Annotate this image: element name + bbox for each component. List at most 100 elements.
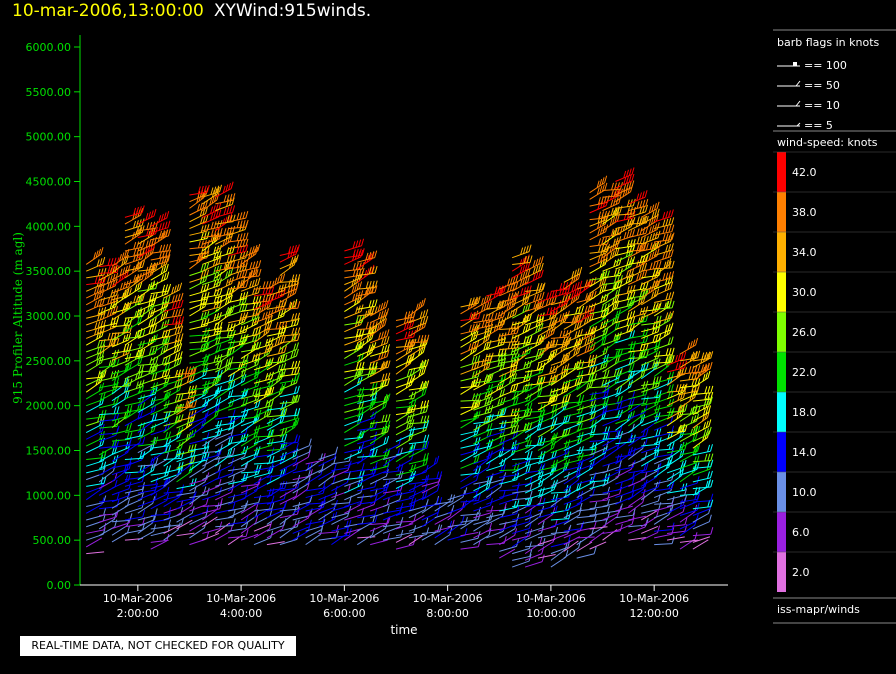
wind-barb (137, 262, 159, 272)
wind-barb (228, 295, 248, 310)
chart-title: 10-mar-2006,13:00:00 XYWind:915winds. (12, 1, 371, 23)
wind-barb (395, 523, 414, 530)
wind-barb (124, 225, 145, 239)
y-tick-label: 2500.00 (26, 355, 72, 368)
wind-barb (85, 537, 103, 548)
wind-barb (163, 484, 185, 494)
wind-barb (111, 362, 132, 375)
y-tick-label: 3500.00 (26, 265, 72, 278)
wind-barb (228, 529, 249, 539)
wind-barb (524, 256, 544, 272)
wind-barb (202, 264, 222, 279)
wind-barb (589, 486, 611, 496)
wind-barb (241, 464, 262, 474)
wind-barb (408, 534, 425, 546)
wind-barb (189, 214, 209, 230)
wind-barb (215, 214, 236, 225)
wind-barb (408, 309, 429, 324)
x-tick-date: 10-Mar-2006 (413, 592, 483, 605)
wind-barb (279, 417, 300, 431)
wind-barb (524, 487, 545, 501)
wind-barb (512, 255, 533, 265)
wind-barb (111, 301, 132, 314)
wind-barb (202, 251, 222, 265)
wind-barb (447, 528, 468, 541)
wind-barb (589, 210, 611, 221)
wind-barb (279, 385, 300, 398)
wind-barb (189, 318, 210, 330)
wind-barb (615, 484, 635, 499)
wind-barb (357, 280, 378, 290)
wind-barb (150, 249, 171, 261)
wind-barb (150, 344, 169, 362)
wind-barb (589, 492, 610, 503)
wind-barb (318, 485, 338, 501)
wind-barb (512, 402, 533, 413)
wind-barb (137, 482, 159, 494)
wind-barb (137, 496, 156, 514)
wind-barb (382, 437, 402, 454)
wind-barb (253, 438, 274, 451)
wind-barb (111, 343, 133, 355)
speed-label: 26.0 (792, 326, 817, 339)
wind-barb (563, 405, 584, 418)
wind-barb (486, 472, 507, 485)
wind-barb (344, 387, 365, 400)
wind-barb (111, 317, 133, 328)
barb-legend-label: == 50 (804, 79, 840, 92)
wind-barb (240, 316, 260, 333)
wind-barb (550, 535, 571, 548)
wind-barb (525, 282, 546, 292)
wind-barb (150, 243, 172, 254)
wind-barb (602, 459, 622, 474)
wind-barb (137, 324, 157, 339)
wind-barb (318, 511, 338, 528)
y-tick-label: 5000.00 (26, 131, 72, 144)
wind-barb (266, 345, 287, 357)
wind-barb (137, 208, 157, 225)
wind-barb (305, 453, 326, 465)
wind-barb (395, 412, 415, 429)
wind-barb (524, 269, 544, 286)
wind-barb (124, 205, 145, 218)
wind-barb (383, 529, 404, 541)
quality-notice: REAL-TIME DATA, NOT CHECKED FOR QUALITY (20, 636, 296, 656)
y-tick-label: 0.00 (47, 579, 72, 592)
wind-barb (370, 393, 391, 404)
wind-barb (357, 461, 378, 472)
wind-barb (137, 236, 157, 252)
wind-barb (499, 467, 520, 478)
wind-barb (163, 343, 183, 360)
wind-barb (163, 356, 183, 373)
wind-barb (370, 344, 390, 357)
wind-barb (576, 546, 597, 559)
wind-barb (499, 539, 520, 552)
wind-barb (279, 502, 301, 512)
wind-barb (86, 522, 107, 534)
wind-barb (86, 551, 105, 555)
wind-barb (499, 548, 516, 559)
wind-barb (202, 227, 223, 239)
wind-barb (98, 381, 119, 395)
wind-barb (279, 435, 301, 445)
wind-barb (111, 390, 130, 408)
wind-barb (228, 473, 249, 485)
wind-barb (460, 483, 481, 496)
wind-barb (227, 367, 247, 384)
wind-barb (292, 438, 312, 454)
wind-barb (85, 289, 105, 306)
wind-barb (99, 425, 120, 436)
wind-barb (369, 300, 389, 317)
wind-barb (357, 515, 378, 525)
wind-barb (253, 357, 274, 371)
wind-barb (279, 277, 300, 290)
x-tick-date: 10-Mar-2006 (516, 592, 586, 605)
speed-color-scale: 42.0 38.0 34.0 30.0 26.0 22.0 18.0 14.0 10.0 6.0 2… (773, 151, 896, 592)
wind-barb (563, 305, 585, 317)
wind-barb (576, 404, 597, 418)
wind-barb (344, 528, 362, 534)
wind-barb (228, 238, 249, 250)
wind-barb (215, 276, 235, 292)
wind-barb (150, 295, 171, 308)
wind-barb (228, 232, 249, 243)
